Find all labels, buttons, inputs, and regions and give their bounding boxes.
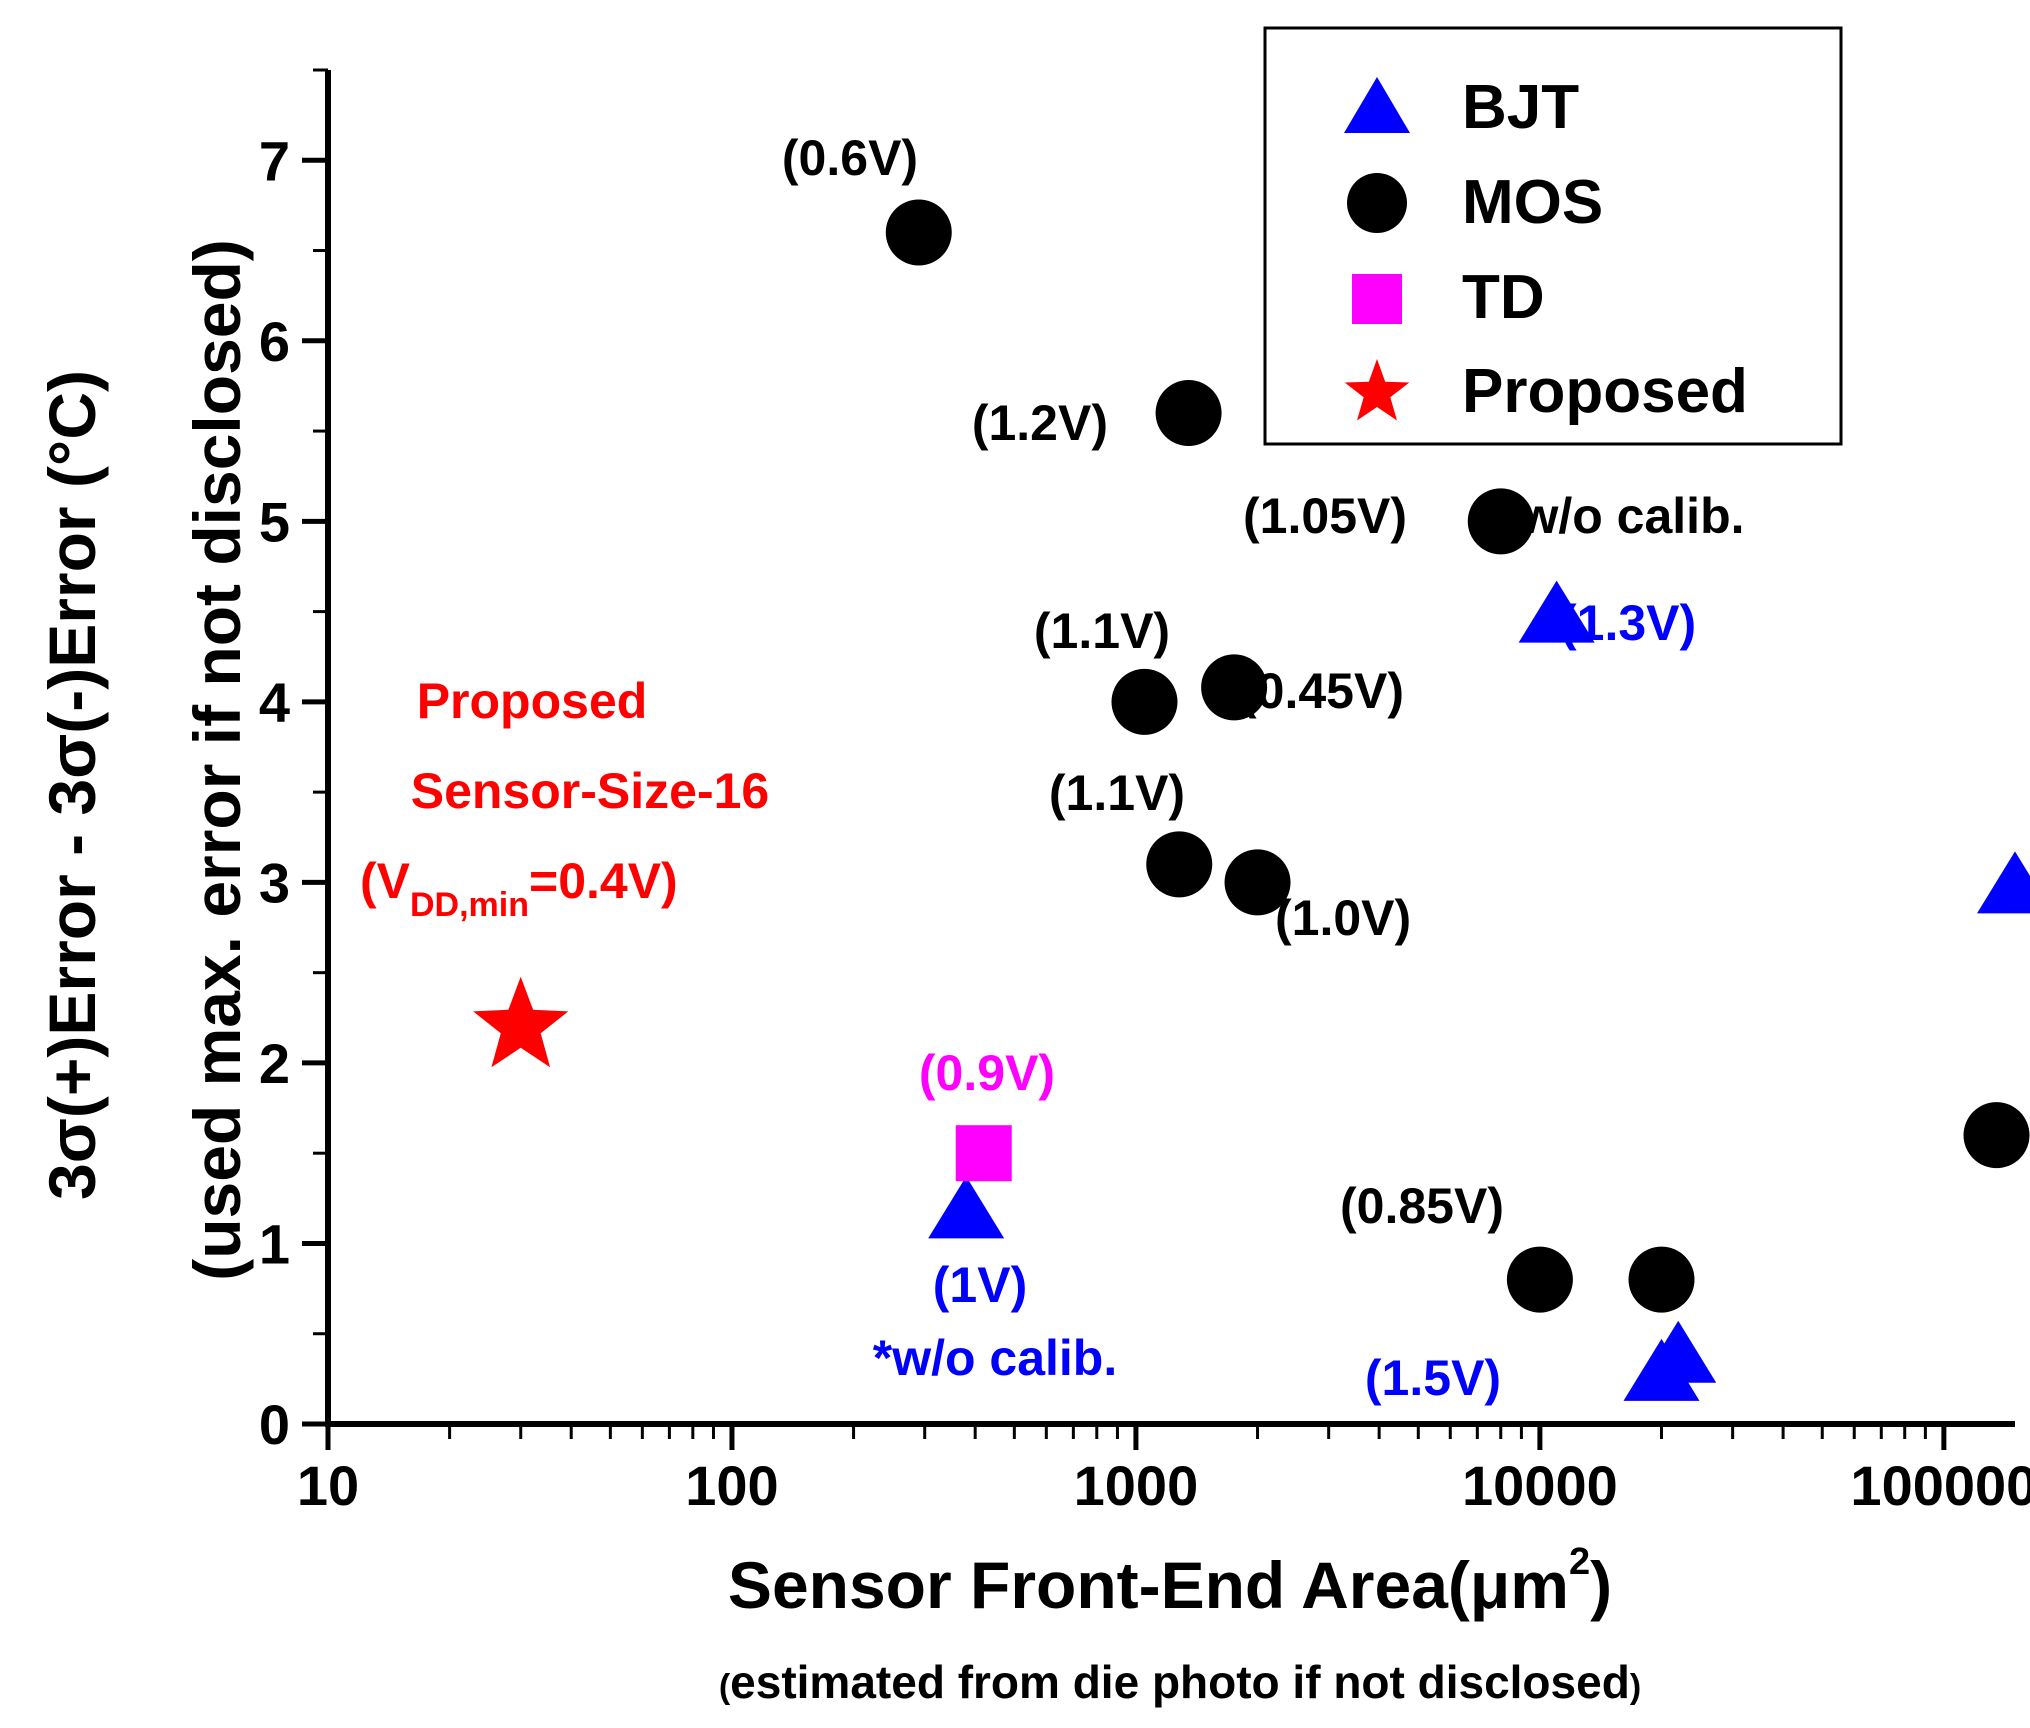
mos-point bbox=[1963, 1102, 2030, 1169]
x-axis-subtitle-text: estimated from die photo if not disclose… bbox=[730, 1656, 1630, 1708]
mos-point bbox=[1146, 831, 1213, 898]
mos-point bbox=[1224, 849, 1291, 916]
mos-point bbox=[1155, 380, 1222, 447]
y-tick-label: 1 bbox=[259, 1212, 290, 1275]
label-mos-1.2v: (1.2V) bbox=[972, 395, 1108, 451]
x-axis-title-sup: 2 bbox=[1569, 1541, 1590, 1583]
label-mos-wo-calib: *w/o calib. bbox=[1500, 488, 1745, 544]
legend-mos-marker bbox=[1347, 173, 1407, 233]
proposed-annotation: Proposed Sensor-Size-16 (VDD,min=0.4V) bbox=[360, 673, 769, 924]
label-mos-1.1v-upper: (1.1V) bbox=[1034, 603, 1170, 659]
bjt-point bbox=[1977, 851, 2030, 914]
mos-point bbox=[1111, 668, 1178, 735]
mos-point bbox=[1628, 1246, 1695, 1313]
label-bjt-1v: (1V) bbox=[933, 1257, 1027, 1313]
x-tick-label: 100000 bbox=[1850, 1454, 2030, 1517]
legend-mos-label: MOS bbox=[1462, 168, 1603, 237]
proposed-line2: Sensor-Size-16 bbox=[411, 763, 769, 819]
x-tick-label: 100 bbox=[685, 1454, 778, 1517]
proposed-line1: Proposed bbox=[417, 673, 648, 729]
data-markers bbox=[473, 199, 2030, 1401]
x-axis-subtitle-close: ) bbox=[1630, 1668, 1641, 1706]
proposed-line3-open: (V bbox=[360, 853, 411, 909]
x-axis-subtitle: (estimated from die photo if not disclos… bbox=[719, 1656, 1641, 1708]
td-point bbox=[955, 1125, 1012, 1182]
x-tick-label: 1000 bbox=[1074, 1454, 1199, 1517]
x-axis-title-end: ) bbox=[1590, 1548, 1612, 1622]
x-tick-label: 10000 bbox=[1462, 1454, 1618, 1517]
y-tick-label: 0 bbox=[259, 1393, 290, 1456]
label-mos-0.6v: (0.6V) bbox=[782, 130, 918, 186]
label-mos-0.85v: (0.85V) bbox=[1340, 1178, 1504, 1234]
legend-bjt-label: BJT bbox=[1462, 73, 1579, 142]
label-bjt-wo-calib: *w/o calib. bbox=[873, 1330, 1118, 1386]
y-tick-label: 2 bbox=[259, 1032, 290, 1095]
legend-box bbox=[1263, 26, 1843, 446]
mos-point bbox=[1506, 1246, 1573, 1313]
y-tick-label: 7 bbox=[259, 129, 290, 192]
label-mos-1.0v: (1.0V) bbox=[1275, 890, 1411, 946]
proposed-line3-close: =0.4V) bbox=[529, 853, 678, 909]
label-bjt-1.3v: (1.3V) bbox=[1560, 595, 1696, 651]
bjt-point bbox=[1518, 580, 1595, 643]
mos-point bbox=[1201, 654, 1268, 721]
x-axis-subtitle-open: ( bbox=[719, 1668, 731, 1706]
x-tick-label: 10 bbox=[297, 1454, 359, 1517]
label-mos-1.1v-lower: (1.1V) bbox=[1049, 765, 1185, 821]
bjt-point bbox=[928, 1176, 1005, 1239]
proposed-point bbox=[473, 976, 569, 1068]
y-tick-label: 5 bbox=[259, 490, 290, 553]
label-bjt-1.5v: (1.5V) bbox=[1365, 1350, 1501, 1406]
x-axis-title: Sensor Front-End Area(μm2) bbox=[728, 1541, 1612, 1622]
legend-proposed-label: Proposed bbox=[1462, 357, 1748, 426]
label-td-0.9v: (0.9V) bbox=[919, 1045, 1055, 1101]
legend-bjt-marker bbox=[1344, 77, 1410, 133]
x-ticks: 10 100 1000 10000 100000 bbox=[297, 1424, 2030, 1517]
label-mos-0.45v: (0.45V) bbox=[1240, 663, 1404, 719]
label-mos-1.05v: (1.05V) bbox=[1243, 488, 1407, 544]
y-tick-label: 3 bbox=[259, 851, 290, 914]
mos-point bbox=[1467, 488, 1534, 555]
y-ticks: 0 1 2 3 4 5 6 7 bbox=[259, 68, 328, 1456]
y-tick-label: 6 bbox=[259, 310, 290, 373]
legend-proposed-marker bbox=[1344, 359, 1410, 421]
point-labels: (0.6V) (1.2V) (1.05V) *w/o calib. (1.3V)… bbox=[782, 130, 1745, 1406]
proposed-line3: (VDD,min=0.4V) bbox=[360, 853, 678, 924]
mos-point bbox=[885, 199, 952, 266]
legend-td-label: TD bbox=[1462, 263, 1545, 332]
y-tick-label: 4 bbox=[259, 671, 290, 734]
y-axis-subtitle: (used max. error if not disclosed) bbox=[180, 239, 254, 1281]
bjt-point bbox=[1640, 1320, 1717, 1383]
y-axis-title: 3σ(+)Error - 3σ(-)Error (°C) bbox=[35, 370, 109, 1200]
legend: BJT MOS TD Proposed bbox=[1263, 26, 1843, 446]
x-axis-title-main: Sensor Front-End Area(μm bbox=[728, 1548, 1569, 1622]
proposed-line3-sub: DD,min bbox=[410, 886, 529, 924]
legend-td-marker bbox=[1352, 274, 1402, 324]
